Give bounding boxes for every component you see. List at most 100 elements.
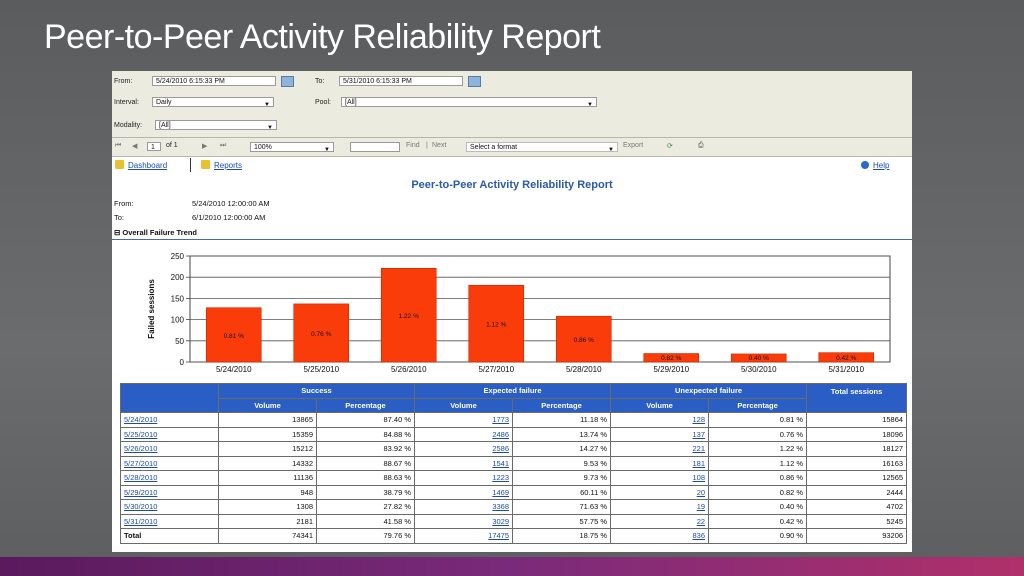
- unexpected-percentage-cell: 0.90 %: [708, 528, 808, 544]
- failure-trend-chart: 0 50 100 150 200 250 Failed sessions 0.81 % 5/24…: [147, 252, 891, 374]
- volume-header: Volume: [414, 397, 514, 413]
- expected-percentage-cell: 18.75 %: [512, 528, 612, 544]
- unexpected-volume-cell[interactable]: 20: [610, 484, 710, 500]
- expected-percentage-cell: 9.73 %: [512, 470, 612, 486]
- separator: |: [426, 142, 428, 149]
- report-from-label: From:: [114, 199, 134, 208]
- total-sessions-cell: 4702: [806, 499, 908, 515]
- parameter-panel: From: 5/24/2010 6:15:33 PM To: 5/31/2010…: [112, 71, 912, 138]
- print-icon[interactable]: ⎙: [698, 142, 704, 149]
- zoom-select[interactable]: 100% ▼: [250, 142, 334, 153]
- unexpected-percentage-cell: 0.76 %: [708, 426, 808, 442]
- reports-link[interactable]: Reports: [214, 161, 243, 170]
- y-tick-label: 0: [180, 358, 185, 367]
- expected-volume-cell[interactable]: 2486: [414, 426, 514, 442]
- total-sessions-header: Total sessions: [806, 383, 908, 413]
- interval-label: Interval:: [114, 99, 139, 106]
- help-icon[interactable]: [861, 161, 869, 169]
- success-percentage-cell: 87.40 %: [315, 412, 416, 428]
- export-format-select[interactable]: Select a format ▼: [466, 142, 618, 153]
- expected-volume-cell[interactable]: 1223: [414, 470, 514, 486]
- date-cell[interactable]: 5/31/2010: [120, 513, 219, 529]
- last-page-icon[interactable]: ⏭: [220, 142, 227, 149]
- to-calendar-icon[interactable]: [468, 76, 481, 87]
- chevron-down-icon: ▼: [264, 102, 270, 108]
- bar-data-label: 0.82 %: [661, 355, 681, 362]
- unexpected-volume-cell[interactable]: 137: [610, 426, 710, 442]
- expected-volume-cell[interactable]: 1773: [414, 412, 514, 428]
- modality-label: Modality:: [114, 122, 143, 129]
- reports-icon: [201, 160, 210, 169]
- nav-divider: [190, 158, 191, 172]
- help-link[interactable]: Help: [873, 161, 890, 170]
- x-tick-label: 5/24/2010: [216, 365, 252, 374]
- date-cell[interactable]: 5/30/2010: [120, 499, 219, 515]
- unexpected-volume-cell[interactable]: 108: [610, 470, 710, 486]
- total-sessions-cell: 16163: [806, 455, 908, 471]
- first-page-icon[interactable]: ⏮: [115, 142, 122, 149]
- report-screenshot: From: 5/24/2010 6:15:33 PM To: 5/31/2010…: [112, 71, 912, 552]
- expected-volume-cell[interactable]: 3029: [414, 513, 514, 529]
- unexpected-volume-cell[interactable]: 128: [610, 412, 710, 428]
- report-toolbar: ⏮ ◀ 1 of 1 ▶ ⏭ 100% ▼ Find | Next Select …: [112, 138, 912, 157]
- percentage-header: Percentage: [708, 397, 808, 413]
- expected-volume-cell[interactable]: 17475: [414, 528, 514, 544]
- y-tick-label: 200: [171, 273, 185, 282]
- bar-data-label: 0.42 %: [836, 355, 856, 362]
- date-cell[interactable]: 5/24/2010: [120, 412, 219, 428]
- find-link[interactable]: Find: [406, 142, 420, 149]
- date-cell[interactable]: 5/26/2010: [120, 441, 219, 457]
- table-row: 5/24/2010 13865 87.40 % 1773 11.18 % 128 0.81 …: [120, 412, 908, 428]
- from-calendar-icon[interactable]: [281, 76, 294, 87]
- table-row: 5/30/2010 1308 27.82 % 3368 71.63 % 19 0.40 % 4…: [120, 499, 908, 515]
- success-header: Success: [217, 383, 416, 399]
- total-sessions-cell: 2444: [806, 484, 908, 500]
- x-tick-label: 5/27/2010: [478, 365, 514, 374]
- page-count: of 1: [166, 142, 178, 149]
- unexpected-volume-cell[interactable]: 836: [610, 528, 710, 544]
- date-cell[interactable]: 5/29/2010: [120, 484, 219, 500]
- y-axis-label: Failed sessions: [147, 279, 156, 339]
- success-volume-cell: 15212: [218, 441, 317, 457]
- unexpected-volume-cell[interactable]: 221: [610, 441, 710, 457]
- from-date-input[interactable]: 5/24/2010 6:15:33 PM: [152, 76, 276, 86]
- unexpected-volume-cell[interactable]: 19: [610, 499, 710, 515]
- unexpected-percentage-cell: 0.81 %: [708, 412, 808, 428]
- bar-data-label: 0.76 %: [311, 331, 331, 338]
- unexpected-percentage-cell: 0.42 %: [708, 513, 808, 529]
- date-cell[interactable]: 5/27/2010: [120, 455, 219, 471]
- refresh-icon[interactable]: ⟳: [667, 143, 673, 150]
- volume-header: Volume: [610, 397, 710, 413]
- find-input[interactable]: [350, 142, 400, 152]
- unexpected-volume-cell[interactable]: 181: [610, 455, 710, 471]
- table-row: 5/28/2010 11136 88.63 % 1223 9.73 % 108 0.86 %…: [120, 470, 908, 486]
- export-link[interactable]: Export: [623, 142, 644, 149]
- pool-select[interactable]: [All] ▼: [341, 97, 597, 108]
- success-percentage-cell: 88.67 %: [315, 455, 416, 471]
- success-percentage-cell: 83.92 %: [315, 441, 416, 457]
- date-cell[interactable]: 5/25/2010: [120, 426, 219, 442]
- table-row: 5/29/2010 948 38.79 % 1469 60.11 % 20 0.82 % 24…: [120, 484, 908, 500]
- next-page-icon[interactable]: ▶: [202, 143, 208, 150]
- modality-select[interactable]: [All] ▼: [155, 120, 277, 131]
- expected-volume-cell[interactable]: 1469: [414, 484, 514, 500]
- expected-volume-cell[interactable]: 2586: [414, 441, 514, 457]
- x-tick-label: 5/29/2010: [653, 365, 689, 374]
- to-date-input[interactable]: 5/31/2010 6:15:33 PM: [339, 76, 463, 86]
- bar-data-label: 1.12 %: [486, 322, 506, 329]
- overall-failure-trend-toggle[interactable]: ⊟ Overall Failure Trend: [114, 228, 197, 237]
- report-from-value: 5/24/2010 12:00:00 AM: [192, 199, 270, 208]
- expected-volume-cell[interactable]: 3368: [414, 499, 514, 515]
- next-link[interactable]: Next: [432, 142, 447, 149]
- interval-select[interactable]: Daily ▼: [152, 97, 274, 108]
- unexpected-volume-cell[interactable]: 22: [610, 513, 710, 529]
- total-sessions-cell: 5245: [806, 513, 908, 529]
- modality-value: [All]: [159, 122, 171, 129]
- expected-volume-cell[interactable]: 1541: [414, 455, 514, 471]
- page-number-input[interactable]: 1: [147, 142, 161, 151]
- prev-page-icon[interactable]: ◀: [132, 143, 138, 150]
- table-body: 5/24/2010 13865 87.40 % 1773 11.18 % 128 0.81 …: [120, 412, 908, 544]
- to-label: To:: [315, 78, 325, 85]
- date-cell[interactable]: 5/28/2010: [120, 470, 219, 486]
- dashboard-link[interactable]: Dashboard: [128, 161, 168, 170]
